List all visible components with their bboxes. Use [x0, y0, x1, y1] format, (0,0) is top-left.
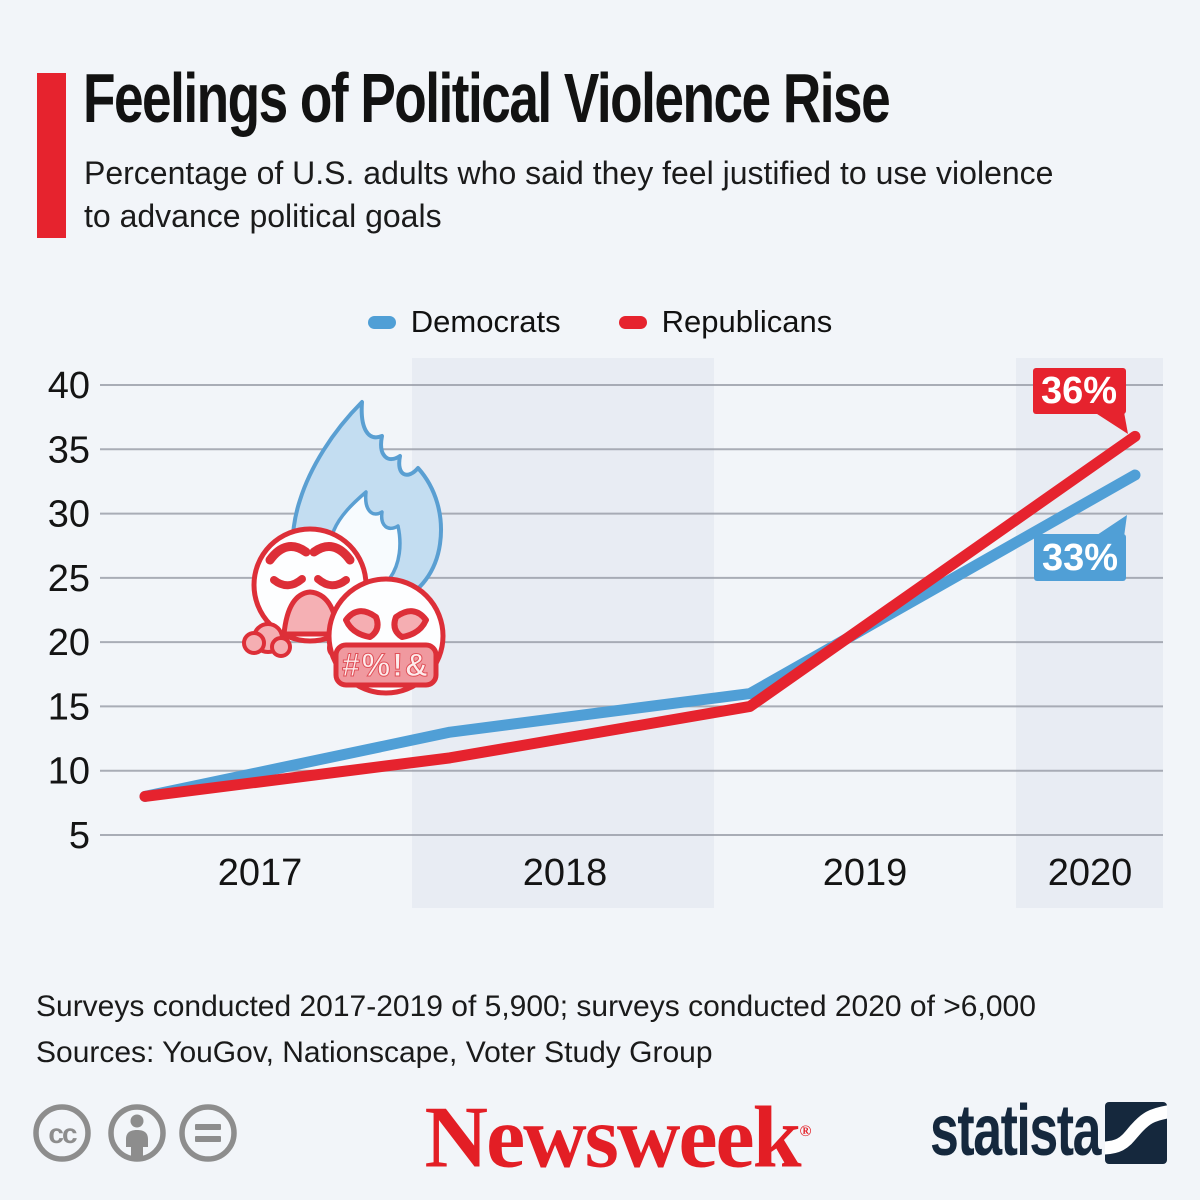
statista-icon	[1105, 1102, 1167, 1164]
x-tick-label: 2017	[218, 852, 303, 894]
page-title: Feelings of Political Violence Rise	[83, 59, 891, 137]
attribution-icon	[108, 1104, 166, 1162]
anger-illustration: #%!&	[242, 400, 446, 696]
y-tick-label: 5	[69, 815, 90, 857]
footnote-surveys: Surveys conducted 2017-2019 of 5,900; su…	[36, 990, 1036, 1023]
cc-icon	[33, 1104, 91, 1162]
y-tick-label: 40	[48, 365, 90, 407]
legend-label-democrats: Democrats	[410, 304, 561, 339]
statista-wordmark: statista	[930, 1091, 1101, 1171]
angry-face-icon	[242, 526, 374, 659]
registered-mark: ®	[799, 1123, 812, 1140]
democrats-value-callout	[1034, 534, 1126, 581]
y-tick-label: 15	[48, 686, 90, 728]
cc-license-icons: cc	[33, 1104, 237, 1162]
legend-item-democrats: Democrats	[367, 304, 561, 340]
republicans-value-label: 36%	[1041, 370, 1117, 412]
democrats-value-label: 33%	[1042, 537, 1118, 579]
y-tick-label: 30	[48, 494, 90, 536]
newsweek-wordmark: Newsweek	[424, 1089, 802, 1187]
republicans-line	[139, 430, 1141, 802]
x-tick-label: 2020	[1048, 852, 1133, 894]
y-tick-label: 20	[48, 622, 90, 664]
x-tick-label: 2019	[823, 852, 908, 894]
republicans-value-callout	[1033, 368, 1126, 414]
democrats-swatch-icon	[367, 315, 396, 329]
cursing-face-icon: #%!&	[326, 576, 446, 696]
legend-label-republicans: Republicans	[661, 304, 833, 339]
page-subtitle: Percentage of U.S. adults who said they …	[84, 155, 1054, 234]
statista-logo: statista	[850, 1091, 1101, 1174]
legend: Democrats Republicans	[0, 304, 1200, 340]
footnotes: Surveys conducted 2017-2019 of 5,900; su…	[36, 984, 1156, 1076]
footnote-sources: Sources: YouGov, Nationscape, Voter Stud…	[36, 1036, 713, 1069]
accent-bar	[37, 73, 66, 238]
y-tick-label: 25	[48, 558, 90, 600]
year-band	[1016, 358, 1163, 908]
democrats-line	[139, 469, 1141, 802]
republicans-callout-tail	[1094, 412, 1128, 434]
republicans-swatch-icon	[618, 315, 647, 329]
y-tick-label: 35	[48, 429, 90, 471]
grawlix-text: #%!&	[342, 647, 430, 683]
newsweek-logo: Newsweek®	[408, 1092, 828, 1182]
y-tick-label: 10	[48, 751, 90, 793]
democrats-callout-tail	[1094, 515, 1127, 537]
no-derivatives-icon	[179, 1104, 237, 1162]
legend-item-republicans: Republicans	[618, 304, 833, 340]
x-tick-label: 2018	[523, 852, 608, 894]
cc-letters: cc	[48, 1118, 77, 1149]
